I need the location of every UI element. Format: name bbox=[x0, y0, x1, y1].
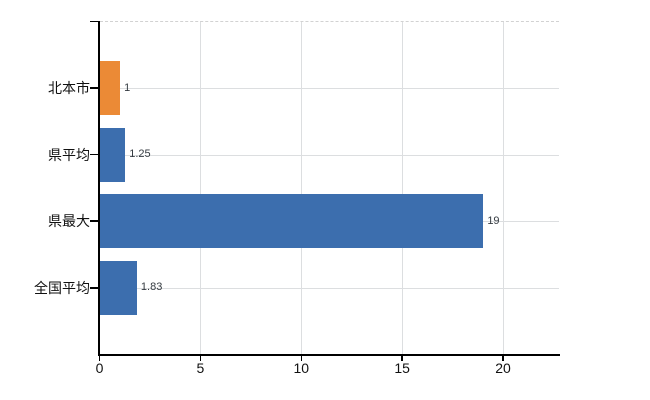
x-tick-label: 15 bbox=[394, 359, 410, 376]
y-axis bbox=[98, 21, 100, 356]
bar bbox=[100, 61, 121, 115]
x-gridline bbox=[301, 21, 303, 354]
y-axis-end-tick bbox=[90, 20, 98, 22]
category-label: 県最大 bbox=[48, 213, 90, 230]
bar bbox=[100, 194, 484, 249]
bar bbox=[100, 260, 137, 315]
x-tick-label: 5 bbox=[196, 359, 205, 376]
x-gridline bbox=[402, 21, 404, 354]
x-axis-tick bbox=[502, 355, 504, 361]
category-gridline bbox=[99, 287, 559, 289]
plot-top-border bbox=[99, 21, 559, 22]
x-tick-label: 20 bbox=[495, 359, 511, 376]
y-axis-tick bbox=[90, 87, 98, 89]
category-gridline bbox=[99, 88, 559, 89]
x-gridline bbox=[503, 21, 504, 354]
bar-value-label: 1.25 bbox=[129, 148, 151, 161]
category-label: 県平均 bbox=[48, 146, 90, 163]
bar-value-label: 1 bbox=[124, 81, 131, 94]
x-axis-tick bbox=[199, 355, 202, 361]
bar-value-label: 1.83 bbox=[140, 281, 163, 294]
x-axis bbox=[97, 353, 560, 356]
bar-value-label: 19 bbox=[487, 214, 500, 227]
x-axis-tick bbox=[401, 355, 403, 361]
y-axis-tick bbox=[90, 220, 98, 222]
category-gridline bbox=[99, 154, 559, 156]
x-axis-tick bbox=[300, 355, 302, 361]
category-label: 北本市 bbox=[48, 80, 90, 96]
y-axis-tick bbox=[90, 287, 98, 289]
bar bbox=[100, 127, 126, 182]
category-label: 全国平均 bbox=[34, 279, 90, 296]
y-axis-tick bbox=[90, 153, 98, 156]
x-tick-label: 0 bbox=[95, 359, 104, 376]
x-gridline bbox=[200, 21, 202, 354]
x-axis-tick bbox=[98, 355, 101, 361]
x-tick-label: 10 bbox=[293, 359, 310, 376]
